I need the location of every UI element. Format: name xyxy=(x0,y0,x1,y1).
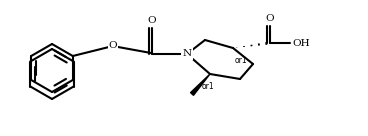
Text: N: N xyxy=(183,50,192,58)
Text: OH: OH xyxy=(292,38,309,47)
Text: O: O xyxy=(109,41,117,50)
Text: or1: or1 xyxy=(202,82,215,91)
Text: or1: or1 xyxy=(235,56,248,65)
Polygon shape xyxy=(191,74,210,95)
Text: O: O xyxy=(148,16,156,25)
Text: O: O xyxy=(266,14,274,23)
